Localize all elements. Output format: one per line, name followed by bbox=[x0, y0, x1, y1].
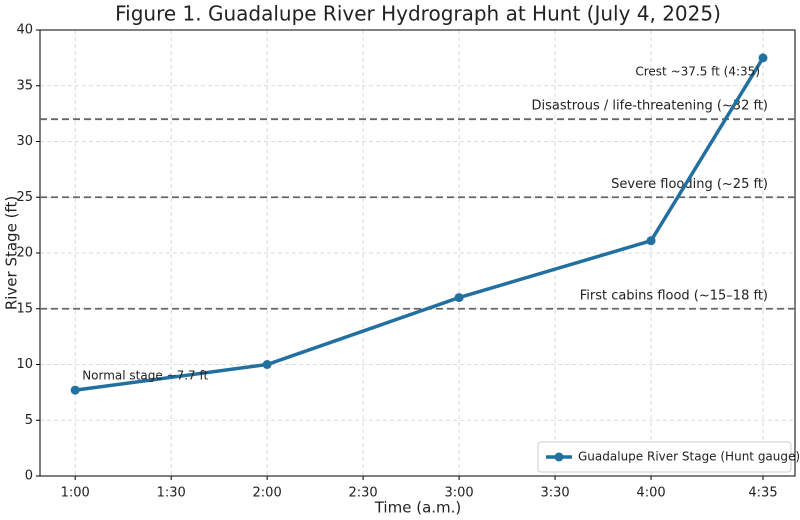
threshold-label: First cabins flood (~15–18 ft) bbox=[580, 288, 768, 303]
x-tick-label: 4:35 bbox=[748, 486, 777, 501]
data-point bbox=[646, 236, 656, 246]
threshold-label: Severe flooding (~25 ft) bbox=[611, 177, 768, 192]
x-tick-label: 4:00 bbox=[636, 486, 665, 501]
legend-box bbox=[537, 441, 792, 473]
data-point bbox=[758, 53, 768, 63]
legend-label: Guadalupe River Stage (Hunt gauge) bbox=[578, 450, 800, 464]
legend-swatch bbox=[554, 452, 564, 462]
x-tick-label: 3:00 bbox=[444, 486, 473, 501]
y-tick-label: 15 bbox=[16, 301, 33, 316]
y-tick-label: 25 bbox=[16, 190, 33, 205]
y-tick-label: 30 bbox=[16, 134, 33, 149]
y-axis-label: River Stage (ft) bbox=[3, 196, 21, 310]
y-tick-label: 40 bbox=[16, 23, 33, 38]
x-tick-label: 1:00 bbox=[61, 486, 90, 501]
x-tick-label: 1:30 bbox=[157, 486, 186, 501]
data-point bbox=[454, 293, 464, 303]
data-point bbox=[262, 360, 272, 369]
y-tick-label: 0 bbox=[25, 469, 33, 484]
x-tick-label: 2:00 bbox=[253, 486, 282, 501]
x-tick-label: 3:30 bbox=[540, 486, 569, 501]
data-point bbox=[70, 385, 80, 395]
threshold-label: Disastrous / life-threatening (~32 ft) bbox=[532, 99, 768, 114]
x-tick-label: 2:30 bbox=[349, 486, 378, 501]
chart-title: Figure 1. Guadalupe River Hydrograph at … bbox=[115, 2, 721, 26]
annotation: Normal stage ~7.7 ft bbox=[82, 369, 208, 383]
plot-frame bbox=[39, 29, 796, 477]
y-tick-label: 35 bbox=[16, 78, 33, 93]
y-tick-label: 5 bbox=[25, 413, 33, 428]
annotation: Crest ~37.5 ft (4:35) bbox=[635, 64, 760, 78]
x-axis-label: Time (a.m.) bbox=[374, 499, 462, 517]
y-tick-label: 10 bbox=[16, 357, 33, 372]
y-tick-label: 20 bbox=[16, 246, 33, 261]
